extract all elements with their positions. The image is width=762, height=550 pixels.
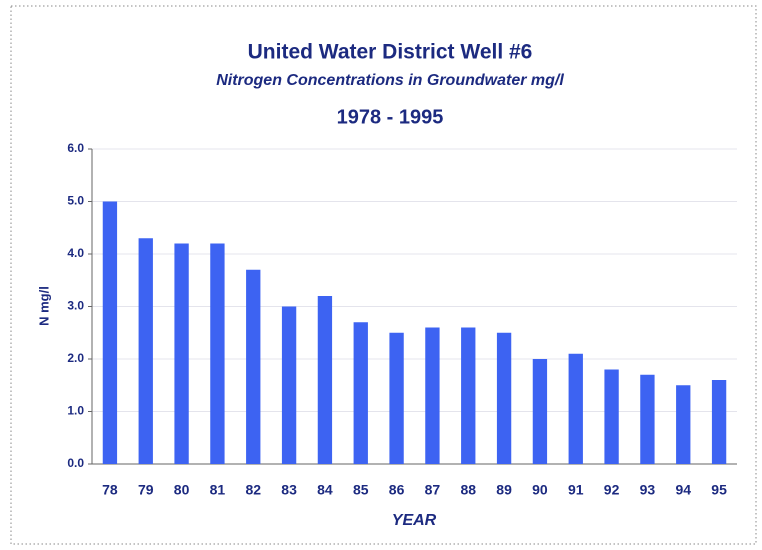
chart-subtitle: Nitrogen Concentrations in Groundwater m… [216,72,564,89]
x-tick-label: 90 [532,482,548,498]
bar [711,380,727,464]
frame [10,5,757,545]
bar [389,332,404,464]
x-tick-label: 86 [389,482,405,498]
bar [246,269,261,464]
x-tick-label: 84 [317,482,333,498]
y-tick-label: 3.0 [67,299,84,313]
bar [138,238,153,464]
bar [496,332,512,464]
y-tick-label: 4.0 [67,246,84,260]
x-tick-label: 94 [675,482,691,498]
bar [281,306,297,464]
x-tick-label: 82 [245,482,261,498]
chart-period: 1978 - 1995 [337,106,444,128]
y-tick-label: 1.0 [67,404,84,418]
bar [461,327,476,464]
x-tick-label: 81 [210,482,226,498]
bar [640,374,655,464]
bar [317,296,333,464]
x-tick-label: 91 [568,482,584,498]
bar [353,322,368,464]
y-tick-label: 0.0 [67,456,84,470]
bar [210,243,225,464]
x-tick-label: 89 [496,482,512,498]
x-tick-label: 93 [640,482,656,498]
y-axis-label: N mg/l [36,286,51,326]
bar [532,359,548,464]
y-tick-label: 6.0 [67,141,84,155]
x-tick-label: 92 [604,482,620,498]
x-tick-label: 88 [460,482,476,498]
x-tick-label: 95 [711,482,727,498]
chart-title: United Water District Well #6 [248,41,533,64]
y-tick-label: 2.0 [67,351,84,365]
y-tick-label: 5.0 [67,194,84,208]
x-tick-label: 80 [174,482,190,498]
x-axis-label: YEAR [392,512,437,529]
bar [174,243,189,464]
x-tick-label: 78 [102,482,118,498]
bar [568,353,583,464]
x-tick-label: 85 [353,482,369,498]
bar [676,385,691,464]
bar [425,327,440,464]
bar [604,369,619,464]
bar [102,201,118,464]
x-tick-label: 79 [138,482,154,498]
x-tick-label: 83 [281,482,297,498]
x-tick-label: 87 [425,482,441,498]
